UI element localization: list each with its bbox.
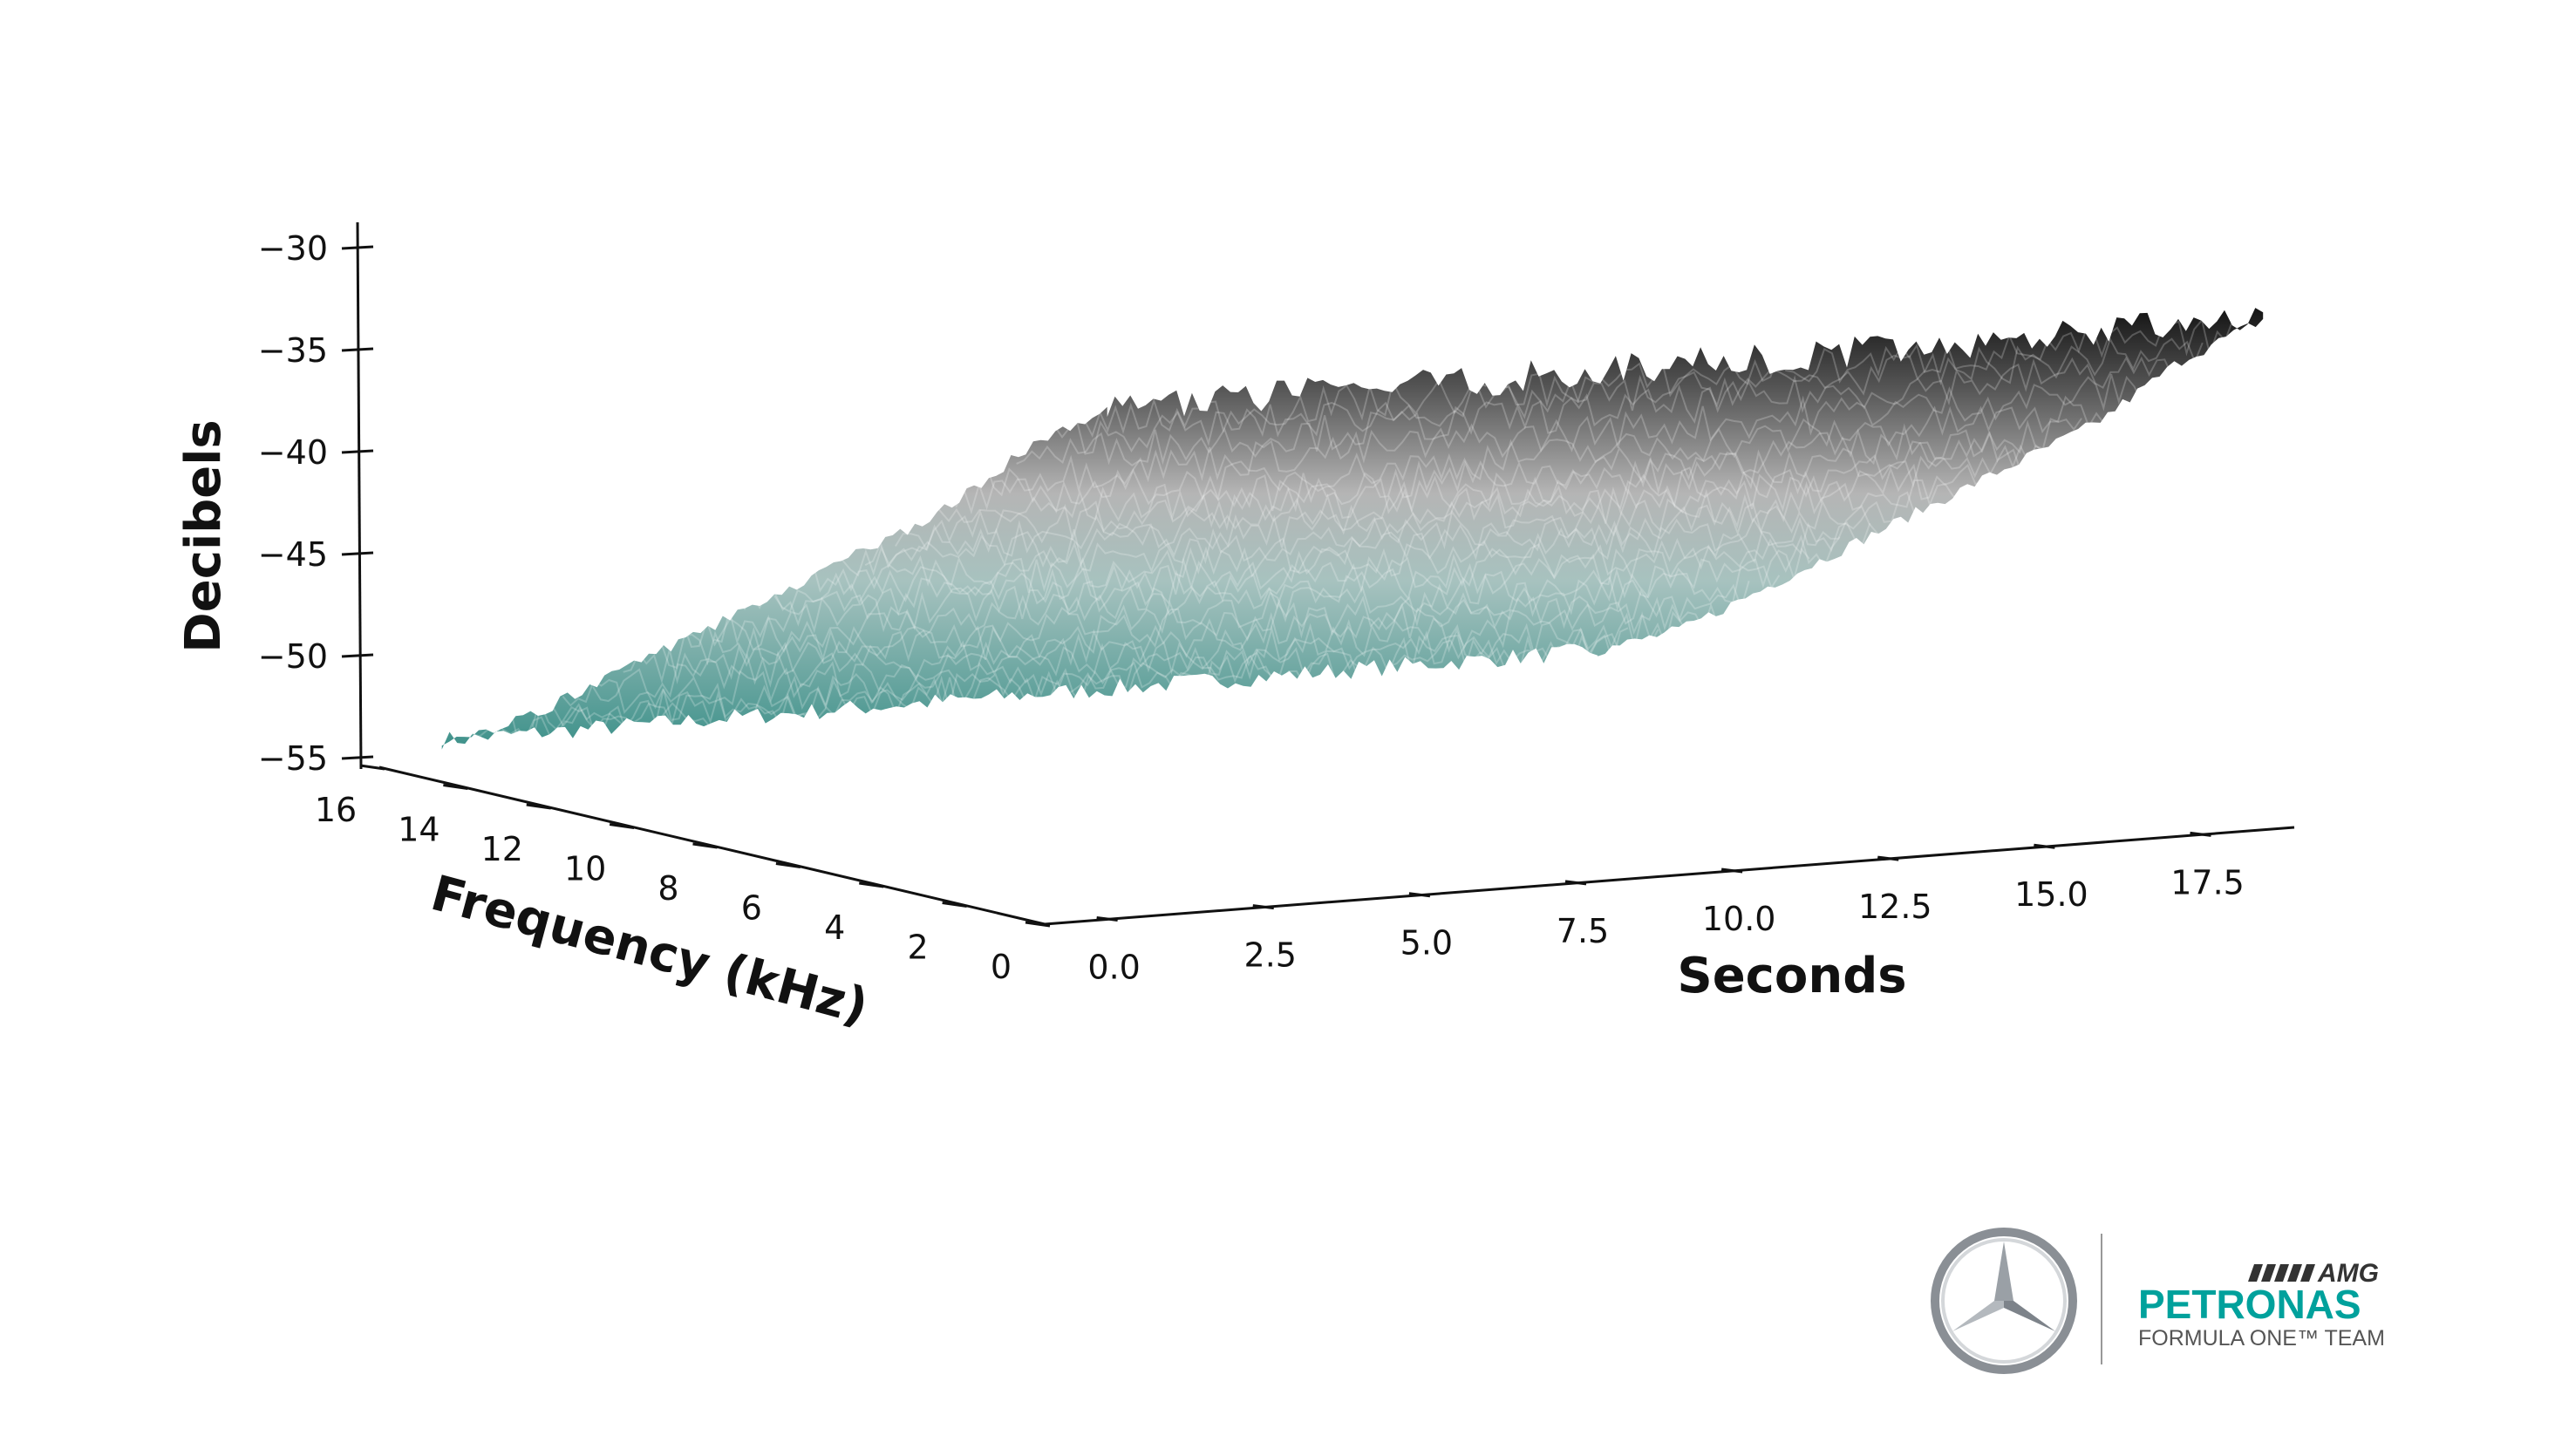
surface-ridge	[623, 564, 1781, 684]
z-tick-mark	[341, 551, 374, 556]
x-tick-mark	[1720, 867, 1743, 874]
surface-ridge	[864, 448, 2022, 569]
y-tick-mark	[1025, 921, 1051, 928]
z-tick-mark	[341, 755, 374, 760]
team-logo: AMG PETRONAS FORMULA ONE™ TEAM	[1931, 1228, 2385, 1374]
x-tick-label: 17.5	[2170, 863, 2245, 901]
surface-ridge	[1076, 318, 2234, 439]
y-tick-label: 16	[315, 791, 357, 829]
z-tick-label: −35	[258, 331, 328, 370]
x-tick-label: 12.5	[1858, 888, 1932, 926]
y-tick-mark	[609, 823, 635, 829]
z-axis-title: Decibels	[175, 419, 232, 652]
logo-team: FORMULA ONE™ TEAM	[2138, 1326, 2385, 1351]
surface-ridge	[501, 629, 1659, 741]
x-tick-mark	[1252, 904, 1274, 910]
surface-ridge	[743, 504, 1901, 627]
surface-ridge	[985, 373, 2143, 497]
surface-ridge	[773, 491, 1932, 613]
x-tick-mark	[2190, 831, 2211, 837]
surface-ridge	[1016, 356, 2174, 467]
z-tick-label: −40	[258, 433, 328, 472]
z-tick-label: −30	[258, 229, 328, 268]
z-tick-mark	[341, 347, 374, 352]
y-axis-title: Frequency (kHz)	[426, 865, 874, 1036]
surface-ridge	[562, 596, 1720, 714]
surface-ridge	[804, 479, 1961, 593]
x-tick-label: 15.0	[2014, 875, 2088, 914]
y-tick-mark	[526, 803, 551, 810]
y-tick-label: 6	[741, 889, 762, 928]
surface-ridge	[713, 521, 1871, 645]
surface-plot	[441, 308, 2264, 750]
surface-ridge	[592, 581, 1750, 703]
y-tick-label: 12	[481, 830, 523, 868]
x-axis-title: Seconds	[1677, 948, 1906, 1004]
surface-ridge	[1046, 337, 2204, 455]
z-axis-line	[356, 221, 363, 770]
y-tick-label: 2	[908, 929, 929, 967]
x-tick-mark	[2034, 843, 2055, 849]
y-tick-mark	[942, 901, 967, 908]
surface-ridge	[531, 610, 1690, 728]
x-tick-label: 5.0	[1400, 924, 1453, 963]
y-tick-label: 4	[824, 908, 845, 947]
y-tick-label: 0	[991, 948, 1012, 986]
x-tick-mark	[1096, 915, 1118, 922]
z-tick-mark	[341, 245, 374, 250]
surface-ridge	[652, 548, 1810, 670]
x-tick-label: 7.5	[1557, 912, 1609, 950]
surface-ridge	[472, 627, 1629, 740]
y-tick-mark	[859, 881, 884, 888]
y-tick-label: 8	[657, 869, 678, 908]
z-tick-label: −55	[258, 739, 328, 778]
z-tick-mark	[341, 653, 374, 658]
surface-ridge	[955, 395, 2113, 515]
surface-ridge	[924, 418, 2082, 523]
logo-amg: AMG	[2317, 1259, 2379, 1288]
x-tick-mark	[1408, 892, 1431, 898]
x-tick-label: 10.0	[1702, 900, 1776, 938]
amg-stripes-icon	[2248, 1264, 2315, 1282]
y-tick-label: 10	[564, 850, 606, 888]
z-tick-mark	[341, 449, 374, 454]
axes: −30 −35 −40 −45 −50 −55 16 14 12 10 8 6 4 2 0 0.0 2.5 5.0…	[258, 221, 2295, 986]
z-tick-label: −45	[258, 535, 328, 574]
surface-ridge	[683, 534, 1841, 653]
x-tick-label: 2.5	[1244, 936, 1297, 975]
x-axis-line	[1044, 826, 2295, 926]
logo-petronas: PETRONAS	[2138, 1282, 2361, 1327]
y-tick-mark	[443, 784, 468, 790]
x-tick-mark	[1877, 855, 1899, 861]
surface-ridge	[895, 431, 2052, 551]
surface-ridge	[834, 463, 1992, 577]
y-tick-mark	[692, 842, 718, 849]
y-tick-mark	[359, 764, 385, 771]
y-tick-label: 14	[398, 811, 439, 849]
x-tick-mark	[1564, 880, 1587, 886]
surface-area	[441, 308, 2264, 750]
y-tick-mark	[775, 862, 801, 868]
mercedes-star-icon	[1931, 1228, 2077, 1374]
z-tick-label: −50	[258, 637, 328, 676]
x-tick-label: 0.0	[1087, 948, 1140, 986]
